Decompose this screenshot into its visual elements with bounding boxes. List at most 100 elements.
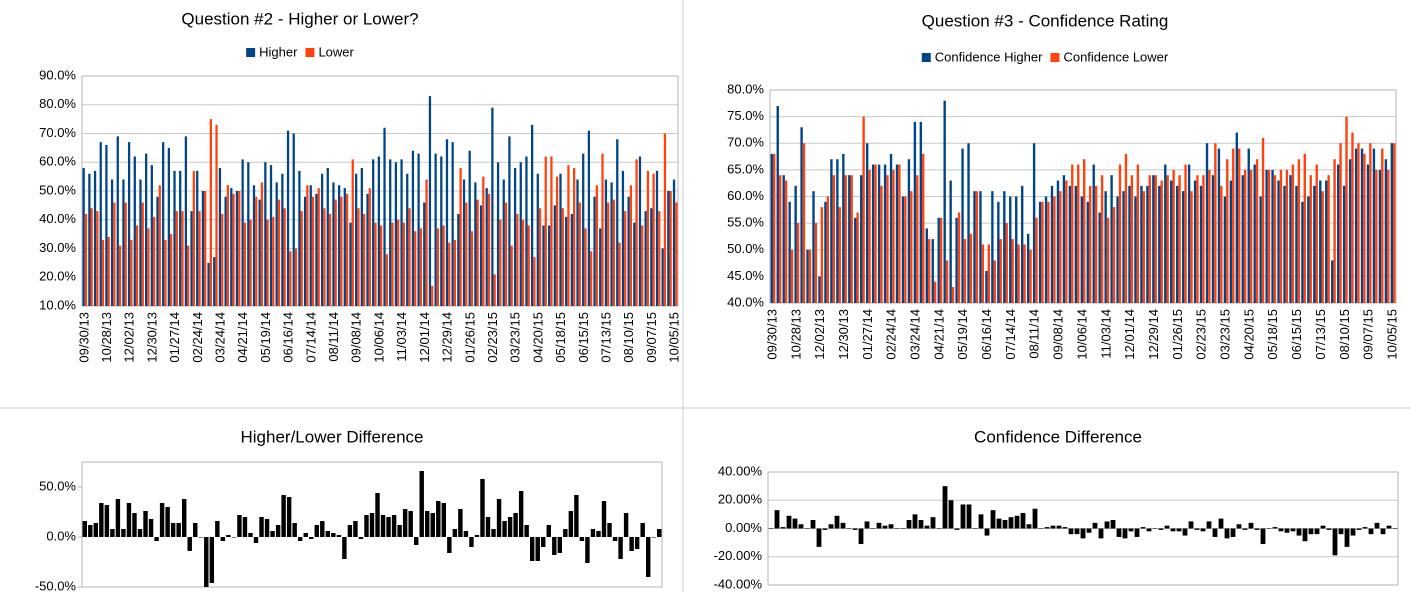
bar: [618, 242, 621, 306]
bar: [169, 234, 173, 306]
bar: [413, 537, 419, 545]
bar: [1386, 525, 1392, 529]
bar: [1148, 175, 1151, 303]
bar: [822, 528, 828, 530]
bar: [1086, 201, 1089, 303]
bar: [1321, 191, 1324, 303]
bar: [441, 503, 447, 537]
bar: [380, 225, 383, 306]
bar: [1362, 527, 1368, 529]
bar: [353, 521, 358, 537]
bar: [1350, 528, 1356, 536]
bar: [457, 214, 460, 306]
bar: [1384, 159, 1388, 303]
x-tick-label: 05/19/14: [955, 309, 970, 360]
x-tick-label: 12/30/13: [836, 309, 851, 360]
bar: [1116, 528, 1122, 537]
bar: [904, 196, 907, 303]
bar: [802, 143, 806, 303]
bar: [610, 182, 613, 306]
x-tick-label: 05/18/15: [1265, 309, 1280, 360]
x-tick-label: 12/01/14: [417, 312, 432, 363]
bar: [1242, 528, 1248, 530]
bar: [848, 175, 851, 303]
y-tick-label: -50.0%: [35, 578, 77, 592]
bar: [96, 211, 99, 306]
bar: [1015, 196, 1018, 303]
bar: [918, 520, 924, 529]
bar: [292, 523, 297, 537]
bar: [496, 162, 500, 306]
bar: [812, 191, 815, 303]
bar: [196, 170, 199, 306]
bar: [945, 260, 949, 303]
bar: [973, 191, 976, 303]
bar: [856, 212, 859, 303]
bar: [104, 505, 110, 537]
bar: [1056, 525, 1062, 529]
legend-label: Lower: [318, 44, 354, 59]
bar: [402, 509, 408, 537]
bar: [794, 185, 797, 303]
bar: [179, 170, 182, 306]
bar: [1176, 185, 1179, 303]
bar: [1374, 522, 1380, 529]
bar: [1080, 528, 1086, 539]
bar: [1176, 528, 1182, 532]
x-tick-label: 07/14/14: [1003, 309, 1018, 360]
bar: [343, 188, 346, 306]
bar: [854, 217, 857, 303]
bar: [889, 153, 893, 303]
bar: [1154, 175, 1157, 303]
bar: [1295, 185, 1298, 303]
bar: [960, 504, 966, 529]
bar: [641, 225, 644, 306]
x-tick-label: 06/15/15: [576, 312, 591, 363]
bar: [1098, 528, 1104, 539]
bar: [397, 219, 400, 306]
bar: [1077, 164, 1080, 303]
bar: [408, 511, 413, 537]
bar: [275, 525, 281, 537]
y-tick-label: 75.0%: [727, 108, 764, 123]
bar: [368, 188, 371, 306]
bar: [621, 170, 625, 306]
bar: [963, 239, 967, 303]
bar: [1387, 169, 1390, 303]
bar: [1336, 164, 1340, 303]
bar: [516, 214, 519, 306]
bar: [1008, 517, 1014, 529]
bar: [241, 159, 244, 306]
bar: [814, 223, 818, 303]
bar: [1053, 196, 1056, 303]
bar: [818, 276, 821, 303]
bar: [264, 162, 267, 306]
bar: [230, 188, 233, 306]
bar: [1026, 524, 1032, 529]
bar: [1140, 185, 1143, 303]
bar: [204, 191, 207, 306]
bar: [1331, 260, 1334, 303]
bar: [544, 156, 547, 306]
bar: [130, 239, 133, 306]
bar: [462, 179, 466, 306]
y-tick-label: 0.00%: [725, 520, 762, 535]
bar: [1267, 169, 1271, 303]
bar: [1092, 522, 1098, 529]
bar: [1220, 185, 1223, 303]
bar: [414, 231, 417, 306]
bar: [969, 233, 973, 303]
bar: [949, 180, 952, 303]
x-tick-label: 07/14/14: [303, 312, 318, 363]
bar: [1302, 528, 1308, 542]
bar: [1285, 169, 1289, 303]
bar: [411, 150, 415, 306]
bar: [864, 521, 870, 529]
bar: [1291, 164, 1295, 303]
bar: [1279, 169, 1283, 303]
bar: [252, 185, 256, 306]
x-tick-label: 09/07/15: [644, 312, 659, 363]
bar: [1265, 169, 1268, 303]
legend: Higher Lower: [246, 44, 355, 59]
bar: [957, 212, 961, 303]
